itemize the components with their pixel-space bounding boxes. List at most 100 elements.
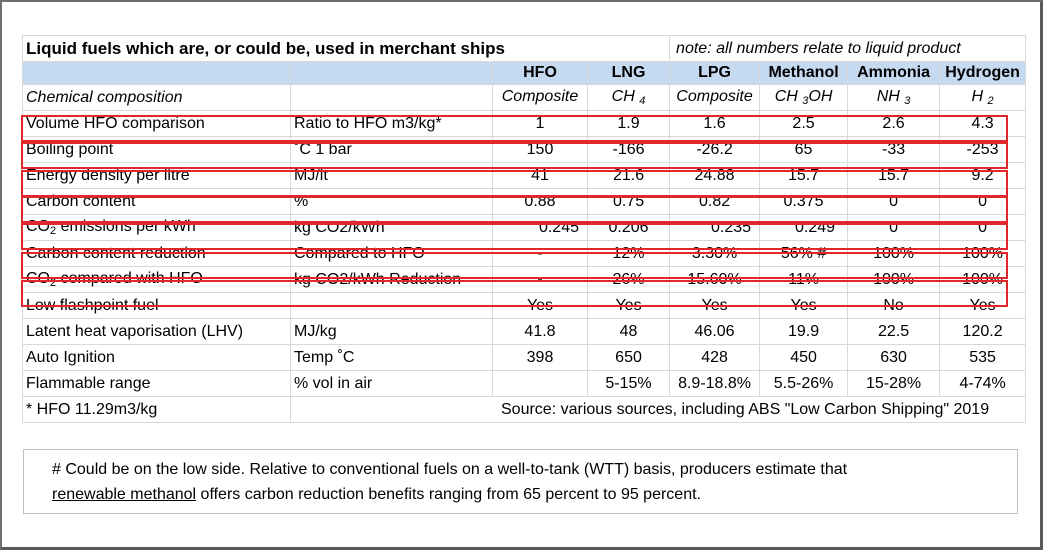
- row-label: Auto Ignition: [22, 344, 291, 371]
- table-cell: 15-28%: [847, 370, 941, 397]
- table-cell: 1.9: [586, 110, 671, 137]
- row-unit: kg CO2/kWh Reduction: [290, 266, 493, 293]
- table-row: Auto Ignition Temp ˚C 398 650 428 450 63…: [22, 344, 1027, 371]
- header-row: HFO LNG LPG Methanol Ammonia Hydrogen: [22, 61, 1027, 85]
- table-cell: Yes: [669, 292, 761, 319]
- footnote-line: renewable methanol offers carbon reducti…: [52, 486, 701, 503]
- row-label: Carbon content reduction: [22, 240, 291, 267]
- row-label: CO2 compared with HFO: [22, 266, 291, 293]
- table-cell: 4-74%: [939, 370, 1027, 397]
- table-cell: 1.6: [669, 110, 761, 137]
- table-row: Volume HFO comparison Ratio to HFO m3/kg…: [22, 110, 1027, 137]
- row-unit: MJ/kg: [290, 318, 493, 345]
- table-cell: 46.06: [669, 318, 761, 345]
- table-cell: 0.245: [492, 214, 588, 241]
- renewable-methanol-link[interactable]: renewable methanol: [52, 486, 197, 503]
- table-row: Energy density per litre MJ/lt 41 21.6 2…: [22, 162, 1027, 189]
- row-unit: [290, 292, 493, 319]
- table-cell: 535: [939, 344, 1027, 371]
- row-unit: Ratio to HFO m3/kg*: [290, 110, 493, 137]
- source-note: Source: various sources, including ABS "…: [289, 396, 1027, 423]
- row-unit: Temp ˚C: [290, 344, 493, 371]
- table-cell: 398: [492, 344, 588, 371]
- table-row: Flammable range % vol in air 5-15% 8.9-1…: [22, 370, 1027, 397]
- header-ammonia: Ammonia: [847, 61, 941, 85]
- row-label: Flammable range: [22, 370, 291, 397]
- row-unit: [290, 84, 493, 111]
- table-cell: 56% #: [759, 240, 849, 267]
- table-cell: No: [847, 292, 941, 319]
- table-cell: 650: [586, 344, 671, 371]
- table-cell: [492, 370, 588, 397]
- table-cell: 5-15%: [586, 370, 671, 397]
- footer-row: * HFO 11.29m3/kg Source: various sources…: [22, 396, 1027, 423]
- fuel-comparison-table: Liquid fuels which are, or could be, use…: [21, 35, 1027, 423]
- table-cell: 9.2: [939, 162, 1027, 189]
- composition-cell: Composite: [492, 84, 588, 111]
- table-cell: 11%: [759, 266, 849, 293]
- table-cell: 0.88: [492, 188, 588, 215]
- table-row: Boiling point ˚C 1 bar 150 -166 -26.2 65…: [22, 136, 1027, 163]
- table-cell: 150: [492, 136, 588, 163]
- table-cell: 0: [939, 188, 1027, 215]
- table-cell: 22.5: [847, 318, 941, 345]
- row-label: Chemical composition: [22, 84, 291, 111]
- table-cell: 0: [939, 214, 1027, 241]
- table-cell: 2.5: [759, 110, 849, 137]
- methanol-footnote: # Could be on the low side. Relative to …: [23, 449, 1018, 514]
- table-row: Latent heat vaporisation (LHV) MJ/kg 41.…: [22, 318, 1027, 345]
- table-cell: -253: [939, 136, 1027, 163]
- header-lng: LNG: [586, 61, 671, 85]
- row-label: Volume HFO comparison: [22, 110, 291, 137]
- table-row: Carbon content reduction Compared to HFO…: [22, 240, 1027, 267]
- table-cell: -26.2: [669, 136, 761, 163]
- table-cell: 428: [669, 344, 761, 371]
- table-row: CO2 emissions per kWh kg CO2/kWh 0.245 0…: [22, 214, 1027, 241]
- header-cell: [22, 61, 291, 85]
- composition-cell: NH 3: [847, 84, 941, 111]
- composition-cell: CH 3OH: [759, 84, 849, 111]
- row-label: Boiling point: [22, 136, 291, 163]
- row-unit: ˚C 1 bar: [290, 136, 493, 163]
- table-cell: 0.375: [759, 188, 849, 215]
- table-cell: 0: [847, 214, 941, 241]
- table-cell: 100%: [847, 240, 941, 267]
- row-unit: %: [290, 188, 493, 215]
- table-cell: Yes: [492, 292, 588, 319]
- table-cell: 15.7: [847, 162, 941, 189]
- table-cell: 65: [759, 136, 849, 163]
- row-label: Energy density per litre: [22, 162, 291, 189]
- header-hydrogen: Hydrogen: [939, 61, 1027, 85]
- table-cell: 48: [586, 318, 671, 345]
- row-unit: kg CO2/kWh: [290, 214, 493, 241]
- table-cell: 15.7: [759, 162, 849, 189]
- table-cell: 0.249: [759, 214, 849, 241]
- header-lpg: LPG: [669, 61, 761, 85]
- table-cell: 24.88: [669, 162, 761, 189]
- row-unit: % vol in air: [290, 370, 493, 397]
- table-title: Liquid fuels which are, or could be, use…: [21, 35, 671, 62]
- table-cell: 5.5-26%: [759, 370, 849, 397]
- table-cell: 0.206: [586, 214, 671, 241]
- header-cell: [290, 61, 493, 85]
- table-cell: 19.9: [759, 318, 849, 345]
- composition-cell: Composite: [669, 84, 761, 111]
- table-cell: 21.6: [586, 162, 671, 189]
- table-row: Carbon content % 0.88 0.75 0.82 0.375 0 …: [22, 188, 1027, 215]
- table-cell: 2.6: [847, 110, 941, 137]
- table-cell: Yes: [759, 292, 849, 319]
- table-cell: 0.75: [586, 188, 671, 215]
- table-cell: Yes: [586, 292, 671, 319]
- table-cell: 0.235: [669, 214, 761, 241]
- table-cell: 100%: [847, 266, 941, 293]
- table-cell: -33: [847, 136, 941, 163]
- table-cell: 630: [847, 344, 941, 371]
- row-unit: Compared to HFO: [290, 240, 493, 267]
- row-label: Carbon content: [22, 188, 291, 215]
- table-cell: 15.60%: [669, 266, 761, 293]
- footnote-line: # Could be on the low side. Relative to …: [52, 461, 848, 478]
- table-cell: 1: [492, 110, 588, 137]
- hfo-footnote: * HFO 11.29m3/kg: [22, 396, 291, 423]
- table-cell: 120.2: [939, 318, 1027, 345]
